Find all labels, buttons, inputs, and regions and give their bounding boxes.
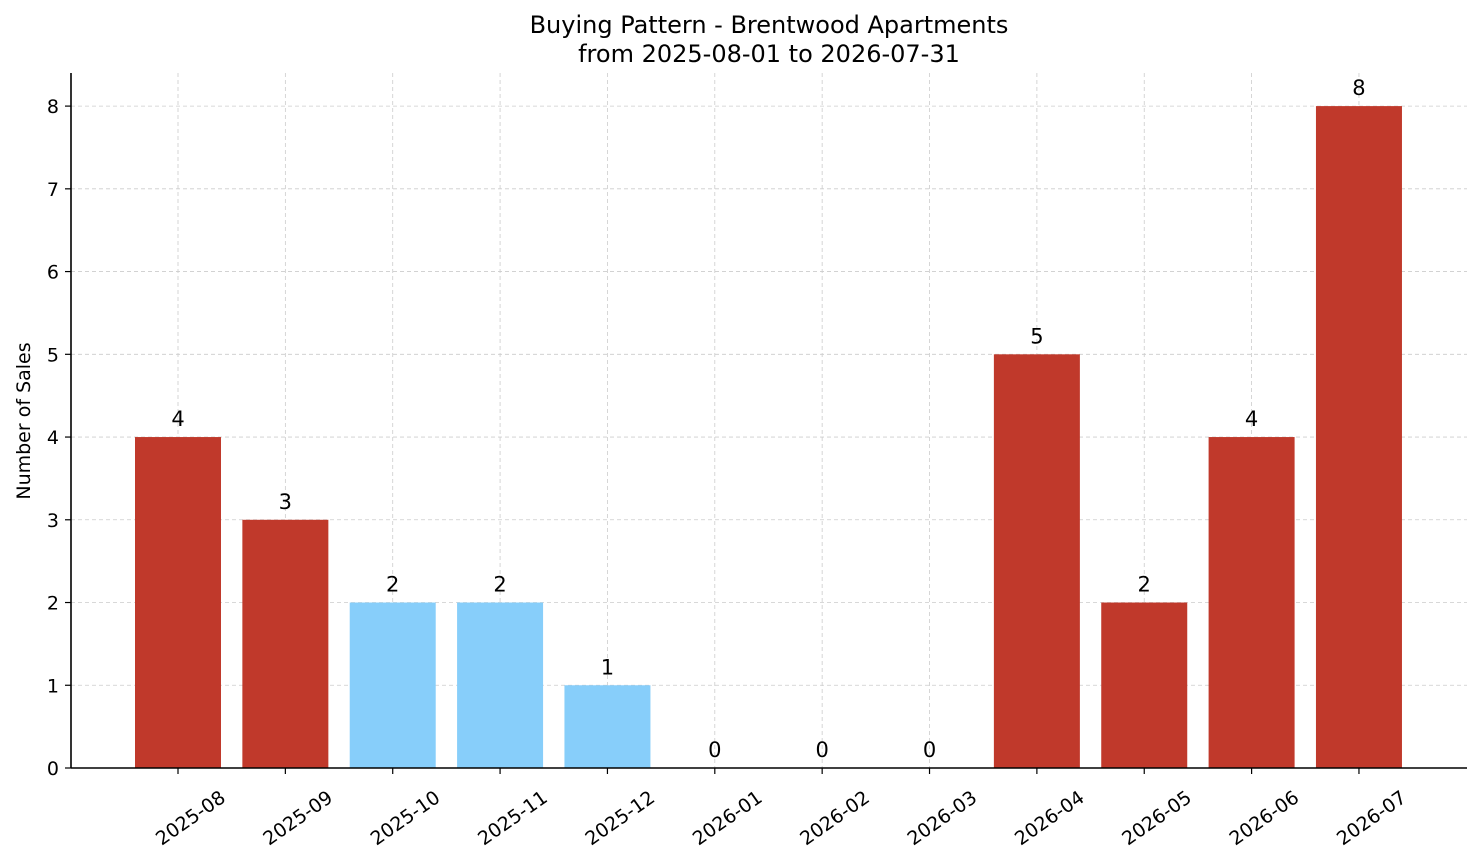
bar-2026-05 (1101, 602, 1188, 768)
y-tick-label: 0 (47, 758, 59, 780)
bar-value-label: 0 (815, 738, 828, 762)
bar-value-label: 0 (708, 738, 721, 762)
chart-subtitle: from 2025-08-01 to 2026-07-31 (578, 40, 960, 68)
x-tick-label: 2026-04 (1011, 787, 1089, 851)
bar-2025-11 (457, 602, 544, 768)
bar-2026-04 (993, 354, 1080, 768)
y-tick-label: 1 (47, 675, 59, 697)
x-tick-label: 2026-01 (689, 787, 767, 851)
bar-2025-09 (242, 519, 329, 768)
bar-2025-08 (135, 437, 221, 768)
bar-value-label: 2 (493, 573, 506, 597)
bar-value-label: 4 (1245, 407, 1258, 431)
y-tick-label: 4 (47, 427, 59, 449)
x-tick-label: 2025-10 (367, 787, 445, 851)
x-tick-label: 2026-06 (1226, 787, 1304, 851)
bar-value-label: 2 (1138, 573, 1151, 597)
chart-title: Buying Pattern - Brentwood Apartments (530, 11, 1009, 39)
x-tick-label: 2026-03 (903, 787, 981, 851)
bar-value-label: 2 (386, 573, 399, 597)
bar-2025-12 (564, 685, 651, 768)
x-tick-label: 2026-05 (1118, 787, 1196, 851)
bar-layer (135, 106, 1402, 769)
bar-value-label: 1 (601, 655, 614, 679)
x-tick-label: 2026-02 (796, 787, 874, 851)
bar-value-label: 3 (279, 490, 292, 514)
y-tick-label: 2 (47, 593, 59, 615)
bar-value-label: 4 (171, 407, 184, 431)
x-tick-label: 2026-07 (1333, 787, 1411, 851)
bar-value-label: 0 (923, 738, 936, 762)
bar-2026-07 (1315, 106, 1402, 769)
bar-2026-06 (1208, 437, 1295, 768)
y-axis-label: Number of Sales (13, 342, 35, 499)
bar-value-label: 5 (1030, 324, 1043, 348)
y-tick-label: 6 (47, 262, 59, 284)
x-tick-label: 2025-11 (474, 787, 552, 851)
x-tick-label: 2025-09 (259, 787, 337, 851)
bar-value-label: 8 (1352, 76, 1365, 100)
y-tick-label: 8 (47, 96, 59, 118)
x-tick-label: 2025-12 (581, 787, 659, 851)
y-tick-label: 5 (47, 344, 59, 366)
y-tick-label: 3 (47, 510, 59, 532)
y-tick-label: 7 (47, 179, 59, 201)
bar-2025-10 (349, 602, 436, 768)
x-tick-label: 2025-08 (152, 787, 230, 851)
label-layer: 4 3 2 2 1 0 0 0 5 2 4 8 (171, 76, 1365, 762)
